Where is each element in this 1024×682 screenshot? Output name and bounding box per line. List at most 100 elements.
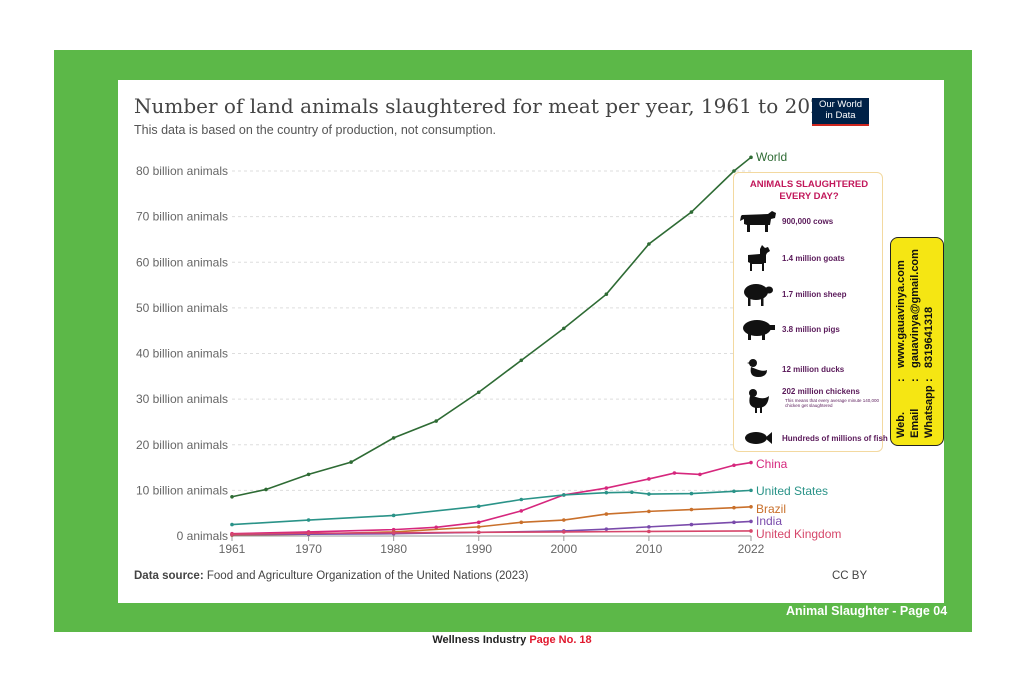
contact-whatsapp-value[interactable]: 8319641318 <box>923 306 935 368</box>
contact-row-web: Web. : www.gauavinya.com <box>894 242 908 438</box>
cow-icon <box>738 206 778 236</box>
infobox-text-ducks: 12 million ducks <box>782 364 845 374</box>
data-point-uk <box>647 529 651 534</box>
y-tick-label: 40 billion animals <box>136 347 228 361</box>
goat-icon <box>738 243 778 273</box>
chicken-icon <box>738 385 778 415</box>
data-point-world <box>519 358 524 363</box>
infobox-text-sheep: 1.7 million sheep <box>782 289 847 299</box>
data-point-world <box>476 390 481 395</box>
x-tick-label: 1980 <box>380 542 407 556</box>
data-point-uk <box>749 529 753 533</box>
data-point-us <box>630 490 634 495</box>
data-point-india <box>604 527 609 531</box>
data-point-world <box>391 436 396 440</box>
contact-web-sep: : <box>895 378 907 382</box>
data-source: Data source: Food and Agriculture Organi… <box>134 570 528 582</box>
data-point-china <box>647 477 651 481</box>
data-point-india <box>689 522 694 527</box>
contact-web-key: Web. <box>895 411 907 438</box>
y-tick-label: 20 billion animals <box>136 438 228 452</box>
data-point-uk <box>562 530 566 534</box>
series-label-china: China <box>756 457 788 471</box>
data-point-us <box>230 522 234 527</box>
infobox-title-line1: ANIMALS SLAUGHTERED <box>749 179 869 190</box>
x-tick-label: 2022 <box>738 542 765 556</box>
data-point-us <box>689 491 694 496</box>
contact-row-whatsapp: Whatsapp : 8319641318 <box>922 242 936 438</box>
y-tick-label: 80 billion animals <box>136 164 228 178</box>
data-point-uk <box>230 532 234 536</box>
contact-email-value[interactable]: gauavinya@gmail.com <box>909 249 921 368</box>
data-point-world <box>689 210 694 214</box>
chicken-note: This means that every average minute 140… <box>785 398 880 408</box>
infobox-item-cows: 900,000 cows <box>738 206 833 236</box>
infobox-text-fish: Hundreds of millions of fish <box>782 433 888 443</box>
x-tick-label: 1970 <box>295 542 322 556</box>
data-point-us <box>306 518 311 522</box>
series-line-us[interactable] <box>231 489 752 526</box>
data-point-world <box>434 419 438 423</box>
series-line-world[interactable] <box>231 156 752 498</box>
data-point-world <box>604 292 609 296</box>
data-point-us <box>647 492 651 496</box>
data-point-china <box>749 460 753 465</box>
data-point-uk <box>476 530 481 535</box>
contact-whatsapp-sep: : <box>923 378 935 382</box>
infobox-title-line2: EVERY DAY? <box>779 191 839 202</box>
y-tick-label: 30 billion animals <box>136 392 228 406</box>
infobox-item-sheep: 1.7 million sheep <box>738 279 846 309</box>
x-tick-label: 1961 <box>219 542 246 556</box>
fish-icon <box>738 423 778 453</box>
data-source-text[interactable]: Food and Agriculture Organization of the… <box>206 570 529 582</box>
data-point-brazil <box>732 505 736 510</box>
data-point-china <box>434 525 438 530</box>
chart-title: Number of land animals slaughtered for m… <box>134 94 836 118</box>
infobox-text-pigs: 3.8 million pigs <box>782 324 840 334</box>
data-point-uk <box>306 531 311 536</box>
data-point-brazil <box>519 520 524 525</box>
chart-subtitle: This data is based on the country of pro… <box>134 123 497 137</box>
data-point-us <box>519 497 524 502</box>
infobox-text-goats: 1.4 million goats <box>782 253 845 263</box>
y-tick-label: 70 billion animals <box>136 210 228 224</box>
pig-icon <box>738 314 778 344</box>
infobox-item-ducks: 12 million ducks <box>738 354 844 384</box>
infobox-item-goats: 1.4 million goats <box>738 243 845 273</box>
x-tick-label: 1990 <box>465 542 492 556</box>
owid-logo-line2: in Data <box>825 109 856 121</box>
data-point-world <box>230 494 234 499</box>
owid-logo[interactable]: Our World in Data <box>812 98 869 126</box>
series-label-us: United States <box>756 484 828 498</box>
data-point-us <box>749 488 753 493</box>
data-point-us <box>391 513 396 518</box>
contact-text: Web. : www.gauavinya.com Email : gauavin… <box>894 242 936 438</box>
license-label[interactable]: CC BY <box>832 570 868 582</box>
data-point-world <box>732 169 736 173</box>
data-point-brazil <box>689 507 694 512</box>
sheep-icon <box>738 279 778 309</box>
series-line-india[interactable] <box>231 520 752 536</box>
data-point-brazil <box>749 505 753 509</box>
data-point-world <box>647 242 651 246</box>
contact-web-value[interactable]: www.gauavinya.com <box>895 260 907 368</box>
y-tick-label: 50 billion animals <box>136 301 228 315</box>
y-tick-label: 10 billion animals <box>136 483 228 497</box>
infobox-item-chickens: 202 million chickens <box>738 385 860 415</box>
data-point-world <box>264 487 268 492</box>
contact-card: Web. : www.gauavinya.com Email : gauavin… <box>890 237 944 446</box>
data-point-brazil <box>647 509 651 514</box>
bottom-footer: Wellness Industry Page No. 18 <box>0 634 1024 646</box>
data-point-us <box>732 489 736 494</box>
y-tick-label: 0 animals <box>177 529 228 543</box>
data-point-china <box>672 471 677 475</box>
data-point-china <box>698 472 702 477</box>
data-point-china <box>519 509 524 513</box>
data-point-us <box>604 490 609 495</box>
y-tick-label: 60 billion animals <box>136 255 228 269</box>
data-point-uk <box>391 531 396 535</box>
data-point-brazil <box>562 518 566 522</box>
infobox-text-cows: 900,000 cows <box>782 216 834 226</box>
data-point-world <box>562 326 566 331</box>
